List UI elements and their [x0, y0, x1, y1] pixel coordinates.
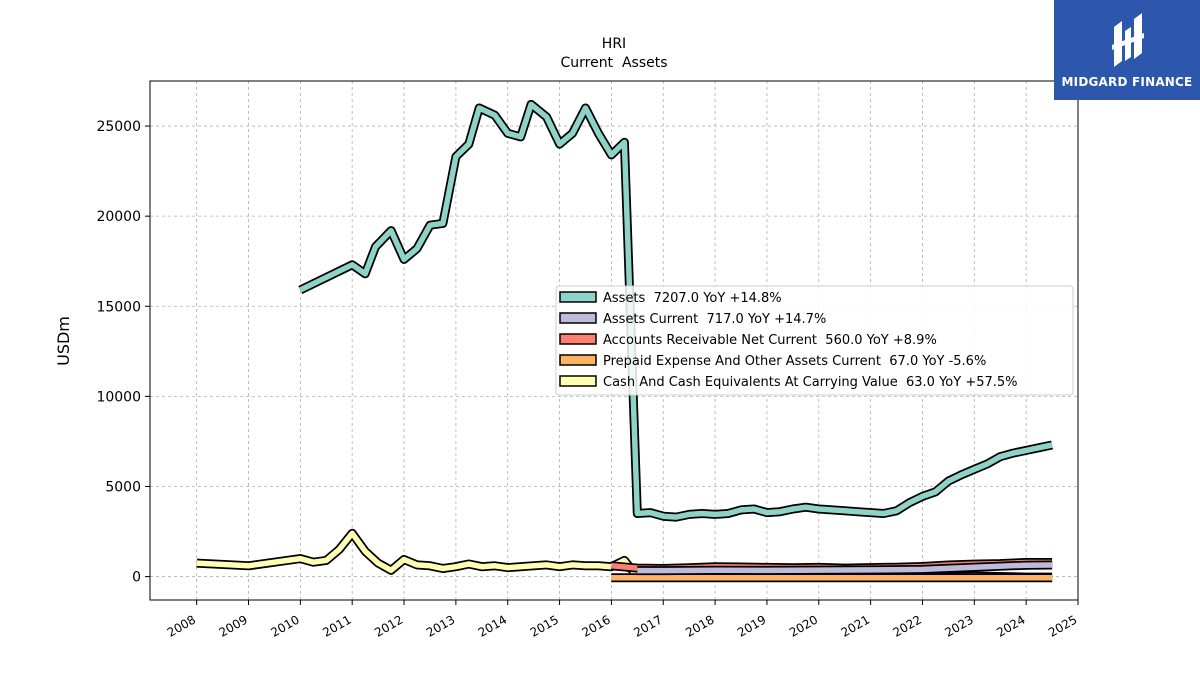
- y-tick-label: 25000: [96, 119, 141, 135]
- legend-swatch: [559, 312, 597, 324]
- x-tick-label: 2019: [735, 612, 768, 639]
- x-tick-label: 2020: [787, 612, 820, 639]
- x-tick-label: 2021: [839, 612, 872, 639]
- legend-frame: [555, 285, 1074, 396]
- midgard-logo-icon: [1112, 13, 1144, 67]
- y-tick-label: 20000: [96, 209, 141, 225]
- x-ticks: 2008 2009 2010 2011 2012 2013 2014 2015 2016 2017…: [165, 600, 1080, 640]
- y-tick-label: 15000: [96, 299, 141, 315]
- chart-subtitle: Current Assets: [560, 55, 667, 71]
- x-tick-label: 2024: [994, 612, 1027, 639]
- legend-label: Cash And Cash Equivalents At Carrying Va…: [603, 375, 1018, 390]
- x-tick-label: 2015: [528, 612, 561, 639]
- brand-logo: MIDGARD FINANCE: [1054, 0, 1200, 100]
- legend-label: Assets 7207.0 YoY +14.8%: [603, 291, 782, 306]
- x-tick-label: 2009: [217, 612, 250, 639]
- series-stroke: [299, 101, 1053, 520]
- x-tick-label: 2017: [631, 612, 664, 639]
- series-line-1: [637, 560, 1053, 576]
- x-tick-label: 2022: [891, 612, 924, 639]
- y-tick-label: 10000: [96, 389, 141, 405]
- brand-name: MIDGARD FINANCE: [1061, 75, 1193, 89]
- legend-swatch: [559, 354, 597, 366]
- y-tick-label: 0: [132, 570, 141, 586]
- x-tick-label: 2023: [942, 612, 975, 639]
- chart-title: HRI: [602, 36, 626, 52]
- x-tick-label: 2010: [268, 612, 301, 639]
- x-tick-label: 2008: [165, 612, 198, 639]
- legend-swatch: [559, 333, 597, 345]
- series-group: [196, 99, 1054, 583]
- series-line-0: [298, 99, 1054, 522]
- x-tick-label: 2025: [1046, 612, 1079, 639]
- legend-label: Assets Current 717.0 YoY +14.7%: [603, 312, 826, 327]
- series-stroke: [637, 562, 1053, 574]
- legend-swatch: [559, 375, 597, 387]
- x-tick-label: 2012: [372, 612, 405, 639]
- x-tick-label: 2011: [320, 612, 353, 639]
- y-axis-label: USDm: [54, 316, 73, 366]
- legend-label: Prepaid Expense And Other Assets Current…: [603, 354, 986, 369]
- y-ticks: 0 5000 10000 15000 20000 25000: [96, 119, 150, 586]
- x-tick-label: 2013: [424, 612, 457, 639]
- legend: Assets 7207.0 YoY +14.8% Assets Current 7…: [555, 285, 1074, 396]
- x-tick-label: 2016: [579, 612, 612, 639]
- x-tick-label: 2018: [683, 612, 716, 639]
- x-tick-label: 2014: [476, 612, 509, 639]
- legend-swatch: [559, 291, 597, 303]
- y-tick-label: 5000: [105, 479, 141, 495]
- plot-frame: [149, 80, 1079, 601]
- legend-label: Accounts Receivable Net Current 560.0 Yo…: [603, 333, 937, 348]
